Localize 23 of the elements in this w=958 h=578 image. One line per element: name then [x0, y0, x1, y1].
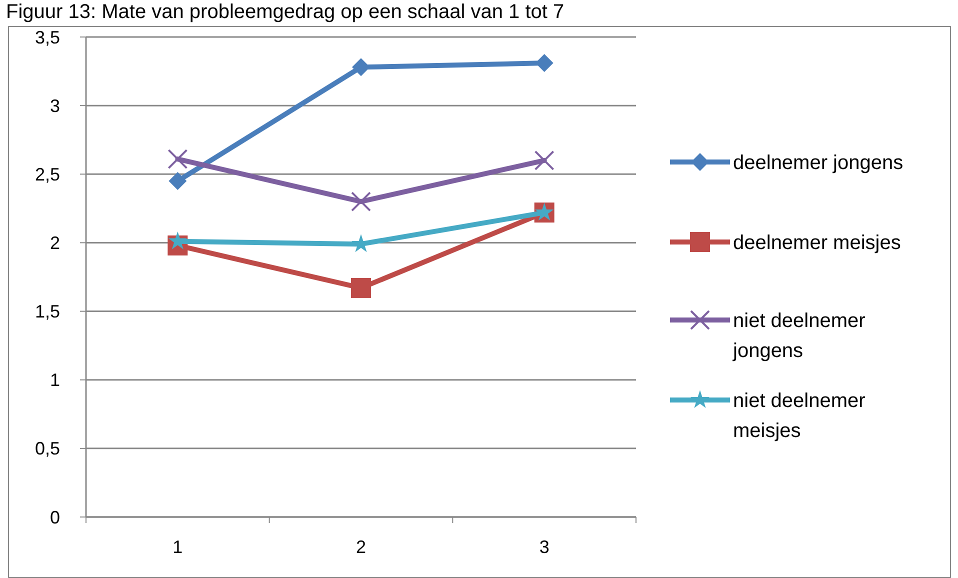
- point: [534, 150, 554, 170]
- point: [168, 149, 188, 170]
- x-tick-label: 1: [172, 537, 183, 557]
- legend-label: deelnemer meisjes: [733, 232, 901, 254]
- y-tick-label: 3,5: [34, 27, 60, 48]
- point: [168, 231, 188, 250]
- point: [351, 278, 371, 298]
- y-tick-label: 1: [50, 370, 60, 390]
- y-tick-label: 3: [50, 96, 60, 116]
- y-tick-label: 2,5: [34, 164, 60, 184]
- legend-label: niet deelnemer jongens: [732, 310, 866, 362]
- point: [351, 192, 371, 212]
- legend-label: deelnemer jongens: [733, 152, 904, 174]
- point: [352, 58, 370, 76]
- legend-label: niet deelnemer meisjes: [733, 390, 866, 442]
- x-tick-label: 2: [356, 537, 366, 557]
- x-tick-label: 3: [539, 537, 550, 557]
- y-tick-label: 0: [50, 507, 60, 528]
- y-tick-label: 1,5: [34, 302, 60, 322]
- chart-title: Figuur 13: Mate van probleemgedrag op een schaal van 1 tot 7: [6, 1, 564, 23]
- y-tick-label: 2: [50, 233, 60, 254]
- point: [168, 172, 187, 190]
- y-tick-label: 0,5: [34, 438, 60, 459]
